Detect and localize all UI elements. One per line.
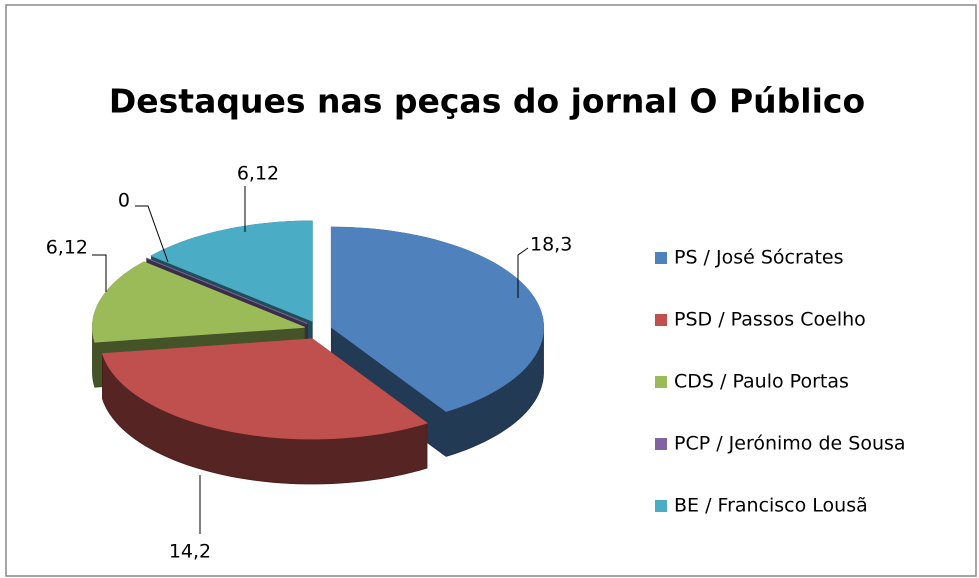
slice	[330, 226, 544, 412]
legend-swatch	[655, 438, 667, 450]
data-label: 14,2	[169, 541, 211, 563]
slice	[92, 261, 305, 343]
data-label: 18,3	[530, 234, 572, 256]
leader-line	[517, 247, 529, 298]
slice	[150, 220, 313, 322]
leader-line	[135, 205, 169, 263]
data-label: 6,12	[46, 237, 88, 259]
slice	[101, 338, 429, 440]
legend-label: BE / Francisco Lousã	[674, 495, 868, 517]
legend-swatch	[655, 500, 667, 512]
chart-title: Destaques nas peças do jornal O Público	[109, 82, 865, 121]
legend-swatch	[655, 252, 667, 264]
legend-label: CDS / Paulo Portas	[674, 371, 849, 393]
legend-label: PS / José Sócrates	[674, 247, 843, 269]
legend-label: PSD / Passos Coelho	[674, 309, 866, 331]
data-label: 0	[118, 190, 130, 212]
leader-line	[92, 254, 107, 292]
legend-label: PCP / Jerónimo de Sousa	[674, 433, 906, 455]
data-label: 6,12	[237, 163, 279, 185]
legend-swatch	[655, 376, 667, 388]
legend-swatch	[655, 314, 667, 326]
